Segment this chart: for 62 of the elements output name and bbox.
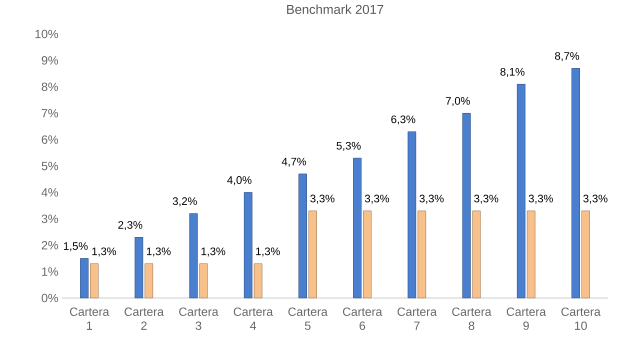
x-tick-label: Cartera 3 (179, 308, 218, 330)
bar (80, 258, 89, 298)
bar (298, 174, 307, 298)
bar (581, 210, 590, 298)
data-label: 8,7% (555, 52, 580, 62)
x-tick-label: Cartera 1 (70, 308, 110, 330)
data-label: 2,3% (118, 221, 142, 230)
x-tick-label: Cartera 10 (561, 308, 601, 330)
y-tick-label: 10% (35, 30, 58, 38)
y-tick-label: 9% (42, 56, 58, 65)
bar (408, 131, 416, 298)
bar (90, 263, 99, 298)
y-tick-label: 3% (42, 214, 58, 224)
data-label: 8,1% (500, 68, 525, 77)
x-tick-label: Cartera 8 (452, 308, 492, 330)
bar (134, 237, 144, 298)
bar (244, 192, 252, 298)
bar (144, 263, 154, 298)
y-tick-label: 1% (42, 267, 58, 276)
x-tick-label: Cartera 6 (342, 308, 382, 330)
data-label: 3,3% (364, 194, 390, 204)
data-label: 3,3% (474, 194, 498, 204)
data-label: 1,3% (146, 247, 171, 257)
bar (526, 210, 536, 298)
bar (353, 158, 362, 298)
data-label: 6,3% (391, 115, 416, 125)
data-label: 1,3% (256, 247, 280, 257)
data-label: 1,3% (202, 247, 226, 257)
bar (189, 213, 198, 298)
data-label: 3,2% (172, 197, 197, 206)
data-label: 3,3% (420, 194, 444, 204)
bar (363, 210, 372, 298)
x-tick-label: Cartera 5 (288, 308, 328, 330)
y-tick-label: 4% (41, 188, 58, 197)
y-tick-label: 6% (42, 135, 58, 144)
bar (308, 210, 317, 298)
x-tick-label: Cartera 7 (398, 308, 437, 330)
bar (472, 210, 481, 298)
y-tick-label: 2% (42, 240, 58, 250)
bar (254, 263, 262, 298)
bar (516, 84, 526, 298)
bar (462, 112, 471, 298)
bar (199, 263, 208, 298)
data-label: 1,5% (64, 242, 88, 252)
x-tick-label: Cartera 4 (234, 308, 274, 330)
y-tick-label: 8% (42, 82, 58, 92)
bar (571, 68, 580, 298)
y-tick-label: 0% (42, 294, 58, 302)
data-label: 3,3% (528, 194, 553, 204)
chart-title: Benchmark 2017 (287, 4, 384, 14)
data-label: 3,3% (583, 194, 608, 204)
data-label: 3,3% (310, 194, 334, 204)
data-label: 4,7% (282, 158, 306, 167)
data-label: 5,3% (336, 142, 361, 151)
data-label: 4,0% (227, 176, 252, 186)
data-label: 1,3% (92, 247, 116, 257)
x-tick-label: Cartera 2 (124, 308, 164, 330)
y-tick-label: 5% (42, 162, 58, 170)
y-tick-label: 7% (42, 109, 58, 118)
bar (418, 210, 426, 298)
data-label: 7,0% (446, 96, 470, 106)
x-tick-label: Cartera 9 (506, 308, 546, 330)
